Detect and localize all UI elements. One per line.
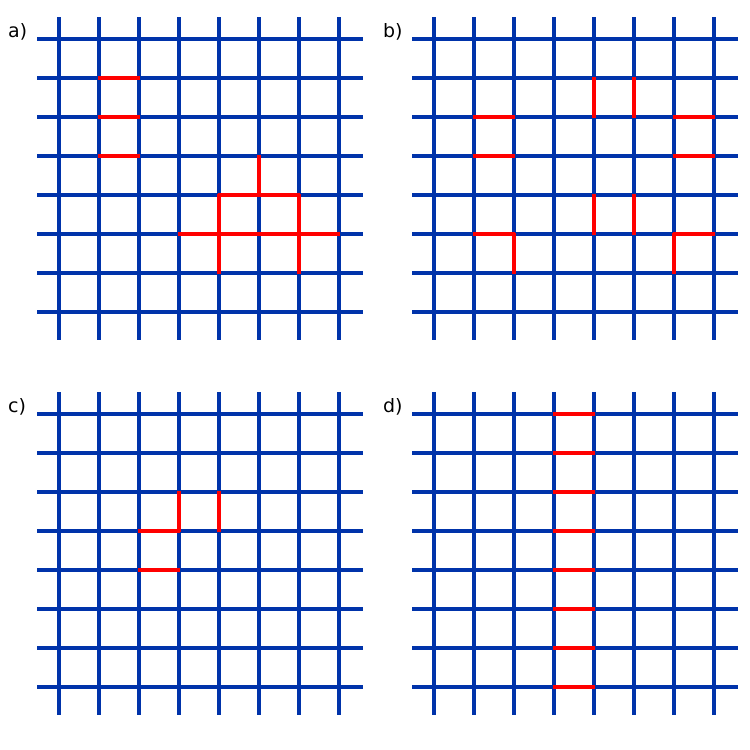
panel-c-lattice — [37, 392, 363, 715]
panel-d: d) — [375, 375, 750, 750]
panel-a-lattice — [37, 17, 363, 340]
panel-a-label: a) — [8, 20, 28, 42]
panel-c-label: c) — [8, 395, 26, 417]
panel-b-lattice — [412, 17, 738, 340]
panel-b: b) — [375, 0, 750, 375]
panel-a: a) — [0, 0, 375, 375]
panel-d-lattice — [412, 392, 738, 715]
panel-d-label: d) — [383, 395, 403, 417]
panel-b-label: b) — [383, 20, 403, 42]
panel-c: c) — [0, 375, 375, 750]
